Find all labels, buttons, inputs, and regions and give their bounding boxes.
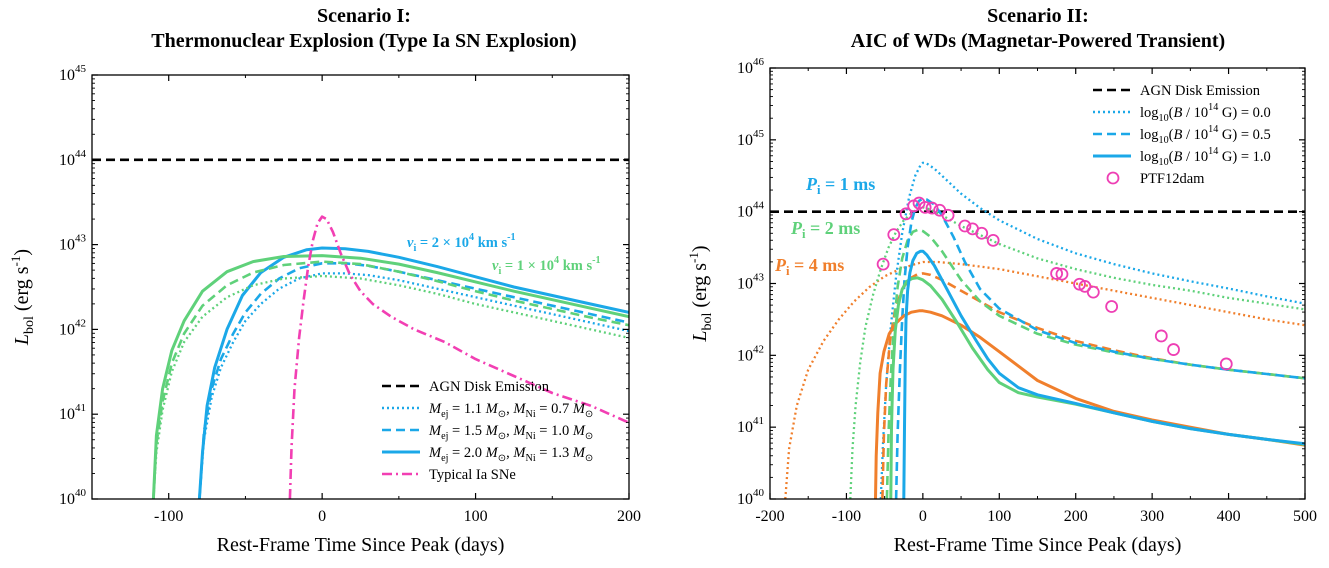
series-annotation: vi = 1 × 104 km s-1	[492, 255, 601, 277]
data-point	[876, 257, 890, 271]
data-point	[1086, 285, 1100, 299]
y-tick-label: 1040	[737, 487, 765, 508]
y-tick-label: 1044	[737, 200, 765, 221]
data-point	[986, 233, 1000, 247]
x-tick-label: 0	[919, 508, 927, 525]
series-line	[902, 249, 1305, 499]
x-tick-label: 300	[1140, 508, 1164, 525]
data-point	[918, 200, 932, 214]
y-axis-label: Lbol (erg s-1)	[8, 249, 37, 346]
chart-title: AIC of WDs (Magnetar-Powered Transient)	[851, 30, 1225, 52]
legend-label: AGN Disk Emission	[1140, 83, 1261, 99]
legend-label: AGN Disk Emission	[429, 379, 550, 395]
legend-label: log10(B / 1014 G) = 0.0	[1140, 102, 1271, 124]
series-line	[198, 261, 629, 499]
legend-label: Mej = 1.5 M⊙, MNi = 1.0 M⊙	[428, 423, 593, 442]
series-line	[879, 161, 1305, 499]
y-axis-label: Lbol (erg s-1)	[686, 245, 715, 342]
series-annotation: Pi = 1 ms	[805, 174, 875, 197]
chart-title: Thermonuclear Explosion (Type Ia SN Expl…	[151, 30, 576, 52]
x-tick-label: 400	[1217, 508, 1241, 525]
data-point	[941, 208, 955, 222]
y-tick-label: 1046	[737, 56, 765, 77]
legend-label: Typical Ia SNe	[429, 467, 516, 483]
scenario-2-panel: Scenario II: AIC of WDs (Magnetar-Powered…	[686, 5, 1317, 556]
data-point	[958, 219, 972, 233]
data-point	[1105, 300, 1119, 313]
legend-label: log10(B / 1014 G) = 1.0	[1140, 146, 1271, 168]
y-tick-label: 1045	[737, 128, 765, 149]
series-line	[784, 260, 1305, 499]
data-point	[925, 201, 939, 215]
series-annotation: Pi = 2 ms	[790, 218, 860, 241]
svg-text:Lbol (erg s-1): Lbol (erg s-1)	[686, 245, 715, 342]
chart-title: Scenario II:	[987, 5, 1089, 27]
y-tick-label: 1045	[59, 63, 87, 84]
data-point	[1219, 357, 1233, 371]
x-tick-label: 200	[617, 508, 641, 525]
legend-label: Mej = 1.1 M⊙, MNi = 0.7 M⊙	[428, 401, 593, 420]
y-tick-label: 1042	[737, 343, 764, 364]
series-line	[288, 215, 629, 499]
legend: AGN Disk Emission Mej = 1.1 M⊙, MNi = 0.7…	[382, 379, 593, 483]
x-tick-label: -200	[755, 508, 784, 525]
x-axis-label: Rest-Frame Time Since Peak (days)	[217, 534, 505, 556]
x-tick-label: 0	[318, 508, 326, 525]
data-point	[975, 226, 989, 240]
legend-label: log10(B / 1014 G) = 0.5	[1140, 124, 1271, 146]
plot-area	[770, 161, 1305, 499]
x-tick-label: 200	[1064, 508, 1088, 525]
scenario-1-panel: Scenario I: Thermonuclear Explosion (Type…	[8, 5, 641, 556]
y-tick-label: 1041	[59, 402, 86, 423]
legend-marker	[1106, 171, 1120, 185]
svg-text:Lbol (erg s-1): Lbol (erg s-1)	[8, 249, 37, 346]
legend-label: PTF12dam	[1140, 171, 1205, 187]
data-point	[1050, 267, 1064, 280]
series-line	[889, 276, 1305, 499]
series-line	[874, 309, 1305, 499]
data-point	[887, 228, 901, 242]
data-point	[899, 207, 913, 221]
y-tick-label: 1043	[59, 233, 87, 254]
data-point	[1154, 329, 1168, 343]
x-tick-label: -100	[154, 508, 183, 525]
x-axis-label: Rest-Frame Time Since Peak (days)	[894, 534, 1182, 556]
legend-label: Mej = 2.0 M⊙, MNi = 1.3 M⊙	[428, 445, 593, 464]
data-point	[1078, 279, 1092, 293]
plot-area	[92, 158, 629, 499]
y-tick-label: 1043	[737, 272, 765, 293]
y-tick-label: 1042	[59, 317, 86, 338]
series-line	[197, 246, 629, 499]
chart-title: Scenario I:	[317, 5, 411, 27]
data-point	[1055, 267, 1069, 281]
series-line	[885, 228, 1305, 499]
x-tick-label: 100	[987, 508, 1011, 525]
x-tick-label: -100	[832, 508, 861, 525]
series-annotation: Pi = 4 ms	[774, 255, 844, 278]
x-tick-label: 500	[1293, 508, 1317, 525]
series-line	[894, 197, 1305, 499]
y-tick-label: 1041	[737, 415, 764, 436]
series-annotation: vi = 2 × 104 km s-1	[407, 232, 516, 254]
series-line	[152, 260, 629, 499]
series-line	[151, 254, 629, 499]
legend: AGN Disk Emission log10(B / 1014 G) = 0.0…	[1093, 83, 1271, 187]
y-tick-label: 1040	[59, 487, 87, 508]
data-point	[1167, 343, 1180, 356]
x-tick-label: 100	[464, 508, 488, 525]
y-tick-label: 1044	[59, 148, 87, 169]
plot-frame	[91, 74, 630, 500]
